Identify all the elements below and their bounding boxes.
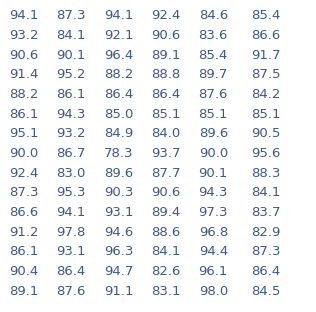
Text: 88.3: 88.3 (251, 167, 280, 180)
Text: 97.8: 97.8 (57, 226, 86, 239)
Text: 84.1: 84.1 (251, 186, 280, 199)
Text: 96.1: 96.1 (199, 265, 228, 278)
Text: 93.2: 93.2 (9, 29, 39, 42)
Text: 89.1: 89.1 (9, 285, 38, 298)
Text: 95.1: 95.1 (9, 127, 39, 140)
Text: 83.6: 83.6 (199, 29, 228, 42)
Text: 84.2: 84.2 (251, 88, 280, 101)
Text: 88.8: 88.8 (151, 68, 180, 81)
Text: 97.3: 97.3 (198, 206, 228, 219)
Text: 94.1: 94.1 (104, 9, 133, 22)
Text: 86.6: 86.6 (9, 206, 38, 219)
Text: 94.1: 94.1 (57, 206, 86, 219)
Text: 82.9: 82.9 (251, 226, 280, 239)
Text: 94.6: 94.6 (104, 226, 133, 239)
Text: 87.7: 87.7 (151, 167, 181, 180)
Text: 91.7: 91.7 (251, 49, 280, 62)
Text: 91.4: 91.4 (9, 68, 38, 81)
Text: 98.0: 98.0 (199, 285, 228, 298)
Text: 91.2: 91.2 (9, 226, 39, 239)
Text: 88.2: 88.2 (104, 68, 133, 81)
Text: 90.1: 90.1 (57, 49, 86, 62)
Text: 93.2: 93.2 (56, 127, 86, 140)
Text: 90.5: 90.5 (251, 127, 280, 140)
Text: 86.4: 86.4 (251, 265, 280, 278)
Text: 83.7: 83.7 (251, 206, 280, 219)
Text: 90.3: 90.3 (104, 186, 133, 199)
Text: 94.4: 94.4 (199, 245, 228, 258)
Text: 84.5: 84.5 (251, 285, 280, 298)
Text: 90.1: 90.1 (199, 167, 228, 180)
Text: 87.3: 87.3 (56, 9, 86, 22)
Text: 92.4: 92.4 (151, 9, 180, 22)
Text: 88.6: 88.6 (151, 226, 180, 239)
Text: 95.3: 95.3 (56, 186, 86, 199)
Text: 89.1: 89.1 (151, 49, 180, 62)
Text: 93.7: 93.7 (151, 147, 181, 160)
Text: 96.8: 96.8 (199, 226, 228, 239)
Text: 83.1: 83.1 (151, 285, 181, 298)
Text: 86.1: 86.1 (9, 245, 38, 258)
Text: 95.6: 95.6 (251, 147, 280, 160)
Text: 86.6: 86.6 (251, 29, 280, 42)
Text: 91.1: 91.1 (104, 285, 133, 298)
Text: 96.3: 96.3 (104, 245, 133, 258)
Text: 87.6: 87.6 (57, 285, 86, 298)
Text: 95.2: 95.2 (56, 68, 86, 81)
Text: 86.4: 86.4 (57, 265, 86, 278)
Text: 90.4: 90.4 (9, 265, 38, 278)
Text: 93.1: 93.1 (104, 206, 133, 219)
Text: 86.4: 86.4 (151, 88, 180, 101)
Text: 87.3: 87.3 (9, 186, 39, 199)
Text: 90.6: 90.6 (151, 186, 180, 199)
Text: 90.6: 90.6 (9, 49, 38, 62)
Text: 90.6: 90.6 (151, 29, 180, 42)
Text: 87.3: 87.3 (251, 245, 280, 258)
Text: 90.0: 90.0 (199, 147, 228, 160)
Text: 86.1: 86.1 (9, 108, 38, 121)
Text: 89.7: 89.7 (199, 68, 228, 81)
Text: 84.1: 84.1 (151, 245, 180, 258)
Text: 89.6: 89.6 (104, 167, 133, 180)
Text: 83.0: 83.0 (57, 167, 86, 180)
Text: 92.4: 92.4 (9, 167, 38, 180)
Text: 93.1: 93.1 (56, 245, 86, 258)
Text: 85.0: 85.0 (104, 108, 133, 121)
Text: 94.1: 94.1 (9, 9, 38, 22)
Text: 96.4: 96.4 (104, 49, 133, 62)
Text: 84.9: 84.9 (104, 127, 133, 140)
Text: 90.0: 90.0 (9, 147, 38, 160)
Text: 85.1: 85.1 (198, 108, 228, 121)
Text: 92.1: 92.1 (104, 29, 133, 42)
Text: 78.3: 78.3 (104, 147, 133, 160)
Text: 85.1: 85.1 (151, 108, 181, 121)
Text: 94.7: 94.7 (104, 265, 133, 278)
Text: 86.4: 86.4 (104, 88, 133, 101)
Text: 84.0: 84.0 (151, 127, 180, 140)
Text: 89.6: 89.6 (199, 127, 228, 140)
Text: 85.4: 85.4 (199, 49, 228, 62)
Text: 85.4: 85.4 (251, 9, 280, 22)
Text: 87.5: 87.5 (251, 68, 280, 81)
Text: 85.1: 85.1 (251, 108, 280, 121)
Text: 84.1: 84.1 (57, 29, 86, 42)
Text: 84.6: 84.6 (199, 9, 228, 22)
Text: 89.4: 89.4 (151, 206, 180, 219)
Text: 86.1: 86.1 (57, 88, 86, 101)
Text: 86.7: 86.7 (57, 147, 86, 160)
Text: 94.3: 94.3 (57, 108, 86, 121)
Text: 94.3: 94.3 (199, 186, 228, 199)
Text: 87.6: 87.6 (199, 88, 228, 101)
Text: 82.6: 82.6 (151, 265, 180, 278)
Text: 88.2: 88.2 (9, 88, 38, 101)
